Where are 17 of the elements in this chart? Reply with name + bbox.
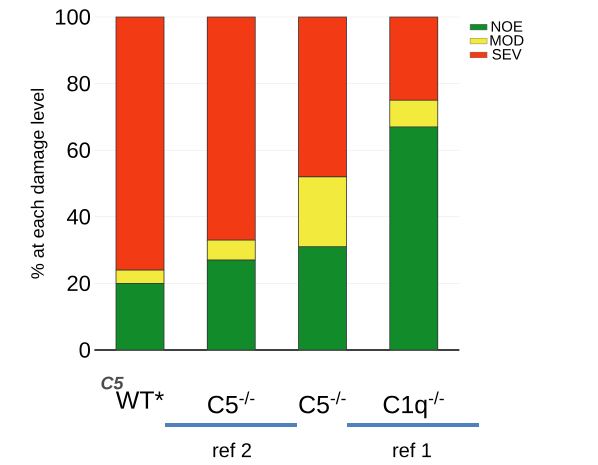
legend-label: MOD	[490, 35, 524, 46]
x-tick-label: C1q$^{-/-}$	[384, 392, 444, 418]
y-tick-label: 100	[56, 9, 90, 25]
text: ref 2	[213, 442, 251, 458]
y-tick-label: 0	[80, 342, 90, 358]
y-tick-label: 20	[68, 276, 90, 292]
legend-label: SEV	[492, 49, 522, 60]
y-axis-title: % at each damage level	[30, 89, 48, 279]
text: ref 1	[393, 442, 431, 458]
x-tick-label: WT*	[116, 392, 164, 409]
x-tick-label: C5$^{-/-}$	[208, 392, 254, 414]
y-tick-label: 40	[66, 209, 90, 225]
legend-label: NOE	[492, 21, 522, 32]
y-tick-label: 60	[68, 142, 90, 158]
y-tick-label: 80	[67, 76, 90, 92]
x-tick-label: C5$^{-/-}$	[299, 392, 346, 414]
text: C5	[101, 376, 124, 390]
